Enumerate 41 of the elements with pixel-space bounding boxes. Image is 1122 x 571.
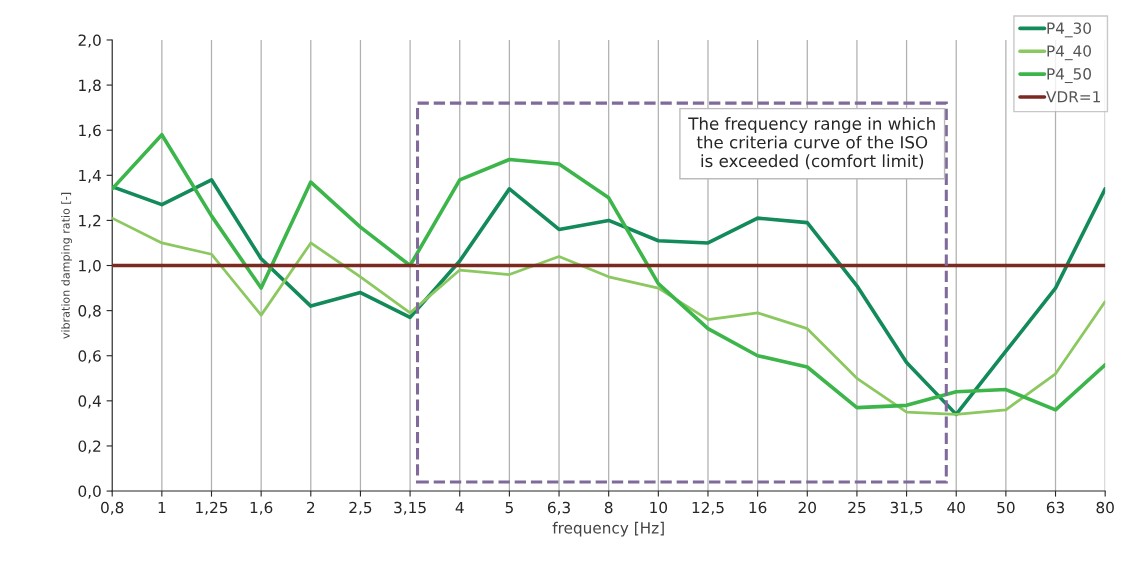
y-axis-title: vibration damping ratio [-] <box>61 192 72 339</box>
legend-label: VDR=1 <box>1046 91 1100 103</box>
x-tick-label: 1 <box>158 501 166 514</box>
legend-label: P4_40 <box>1047 45 1091 61</box>
y-tick-label: 1,4 <box>79 169 101 183</box>
x-tick-label: 1,25 <box>196 501 228 515</box>
x-tick-label: 80 <box>1096 501 1114 514</box>
x-tick-label: 1,6 <box>250 501 273 515</box>
x-tick-label: 16 <box>749 501 767 514</box>
x-tick-label: 40 <box>947 501 965 514</box>
annotation: The frequency range in which the criteria curve of the ISO is exceeded (comfort limit) <box>688 116 935 170</box>
x-tick-label: 0,8 <box>101 501 124 515</box>
line-series <box>112 216 1106 416</box>
y-tick-label: 1,6 <box>79 124 101 138</box>
x-tick-label: 2,5 <box>349 501 372 515</box>
x-tick-label: 6,3 <box>547 501 570 515</box>
x-tick-label: 31,5 <box>890 501 923 515</box>
x-tick-label: 12,5 <box>692 501 724 515</box>
x-axis-title: frequency [Hz] <box>552 521 664 537</box>
y-tick-label: 2,0 <box>78 34 101 48</box>
y-tick-label: 0,0 <box>78 485 101 499</box>
legend-label: P4_30 <box>1047 22 1091 38</box>
y-tick-label: 0,6 <box>78 350 101 364</box>
y-tick-label: 1,2 <box>79 214 101 228</box>
y-tick-label: 1,8 <box>79 79 101 93</box>
x-tick-label: 5 <box>505 501 513 514</box>
x-tick-label: 8 <box>604 501 613 514</box>
y-tick-label: 0,2 <box>78 440 101 454</box>
x-tick-label: 25 <box>848 501 866 514</box>
legend-label: P4_50 <box>1047 68 1091 84</box>
line-series <box>112 132 1106 412</box>
x-tick-label: 4 <box>455 501 464 514</box>
y-tick-label: 0,4 <box>78 395 101 409</box>
x-tick-label: 3,15 <box>394 501 426 515</box>
x-tick-label: 63 <box>1046 501 1065 514</box>
x-tick-label: 20 <box>798 501 816 514</box>
x-tick-label: 50 <box>997 501 1015 514</box>
x-tick-label: 2 <box>307 501 315 514</box>
y-tick-label: 0,8 <box>78 305 101 319</box>
x-tick-label: 10 <box>650 501 668 514</box>
y-tick-label: 1,0 <box>79 259 101 274</box>
